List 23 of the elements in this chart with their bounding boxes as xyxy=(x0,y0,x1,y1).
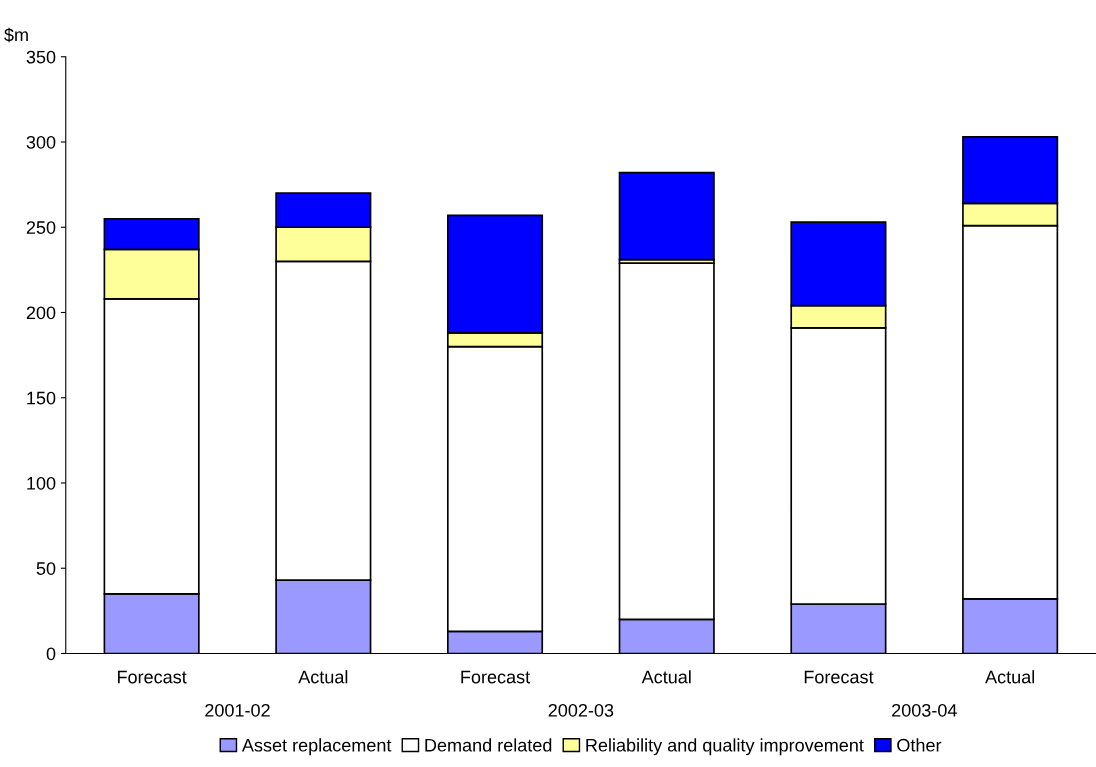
y-tick-label: 250 xyxy=(26,221,56,234)
x-tick-label: Forecast xyxy=(461,670,531,684)
x-tick-label: Actual xyxy=(985,670,1035,684)
x-tick-label: Forecast xyxy=(117,670,187,684)
y-tick-label: 300 xyxy=(26,135,56,149)
x-tick-label: Forecast xyxy=(804,670,874,684)
y-tick-label: 50 xyxy=(36,562,56,575)
legend-label: Demand related xyxy=(425,738,552,752)
text: 2002-03 xyxy=(548,703,614,717)
bar xyxy=(618,171,715,261)
text: 2003-04 xyxy=(892,703,957,717)
y-tick-label: 0 xyxy=(46,647,56,661)
x-tick-label: Actual xyxy=(298,670,348,684)
legend-label: Asset replacement xyxy=(241,738,392,756)
y-tick-label: 150 xyxy=(27,391,56,405)
x-tick-label: Actual xyxy=(641,670,691,684)
y-axis-title: $m xyxy=(4,27,28,43)
y-tick-label: 200 xyxy=(26,306,56,320)
y-tick-label: 100 xyxy=(27,476,56,490)
text: 2001-02 xyxy=(205,703,270,717)
legend-label: Reliability and quality improvement xyxy=(586,738,864,756)
y-tick-label: 350 xyxy=(26,50,56,64)
legend-label: Other xyxy=(897,738,942,752)
